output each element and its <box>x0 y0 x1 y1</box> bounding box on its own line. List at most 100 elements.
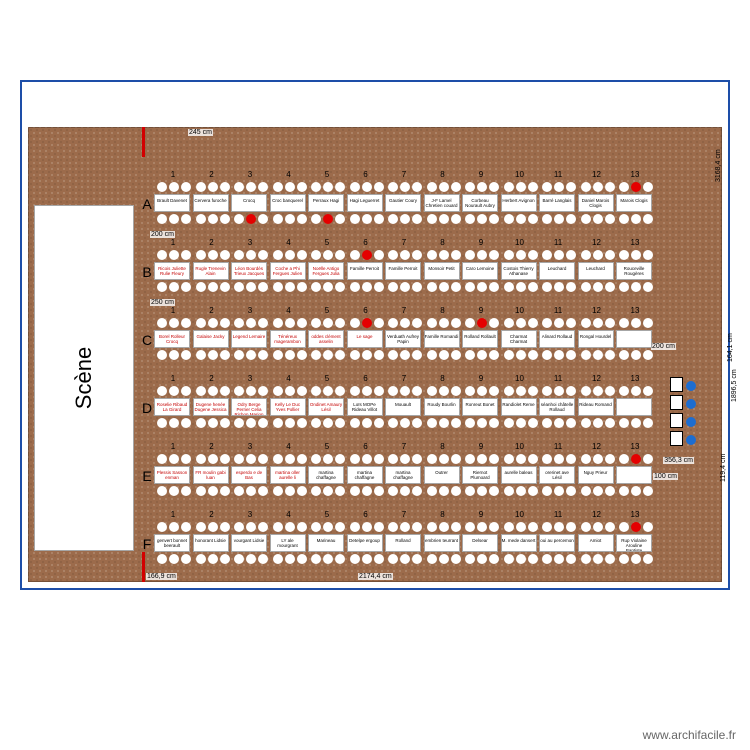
chair <box>374 318 384 328</box>
table-cell: martina chaffagne <box>385 466 421 484</box>
chair <box>311 486 321 496</box>
chair <box>362 522 372 532</box>
table-cell: oddes clément asselin <box>308 330 344 348</box>
col-numbers: 12345678910111213 <box>154 374 654 386</box>
table-cell: Rideau Romand <box>578 398 614 416</box>
chair <box>388 386 398 396</box>
chair <box>181 522 191 532</box>
dim-v164: 164,1 cm <box>727 333 734 362</box>
table-cell: Perraux Hagi <box>308 194 344 212</box>
chair <box>504 214 514 224</box>
chair <box>643 554 653 564</box>
chair <box>605 282 615 292</box>
table-cell: Barré Langlais <box>539 194 575 212</box>
chair <box>619 318 629 328</box>
chair <box>335 350 345 360</box>
chair-strip-bottom <box>154 486 654 496</box>
chair <box>504 318 514 328</box>
chair <box>246 486 256 496</box>
chair <box>581 214 591 224</box>
chair <box>258 418 268 428</box>
chair <box>323 182 333 192</box>
chair <box>631 250 641 260</box>
chair <box>181 486 191 496</box>
chair <box>157 386 167 396</box>
chair <box>581 454 591 464</box>
chair <box>619 486 629 496</box>
chair <box>323 318 333 328</box>
chair <box>554 282 564 292</box>
col-num: 10 <box>501 442 539 451</box>
row-F: F12345678910111213genvert bonnet beeraul… <box>154 522 654 564</box>
table-cell: Roselie Ribaud La Girard <box>154 398 190 416</box>
chair <box>516 554 526 564</box>
row-letter: F <box>140 536 154 552</box>
row-letter: B <box>140 264 154 280</box>
chair <box>208 350 218 360</box>
chair <box>554 182 564 192</box>
chair <box>273 214 283 224</box>
chair-strip-bottom <box>154 418 654 428</box>
chair <box>619 386 629 396</box>
chair <box>400 250 410 260</box>
col-num: 2 <box>193 170 231 179</box>
chair <box>504 486 514 496</box>
side-block <box>670 413 683 428</box>
chair <box>258 318 268 328</box>
chair <box>323 486 333 496</box>
table-cell: Marineau <box>308 534 344 552</box>
col-num: 2 <box>193 238 231 247</box>
chair <box>258 386 268 396</box>
chair <box>477 282 487 292</box>
chair <box>619 522 629 532</box>
chair <box>528 282 538 292</box>
chair <box>335 214 345 224</box>
chair <box>388 250 398 260</box>
chair <box>516 418 526 428</box>
chair <box>169 282 179 292</box>
chair <box>311 318 321 328</box>
chair <box>181 454 191 464</box>
chair <box>374 554 384 564</box>
chair <box>388 182 398 192</box>
chair <box>285 486 295 496</box>
chair <box>388 522 398 532</box>
table-cell: Noëlle Antigo Fergues Julia <box>308 262 344 280</box>
row-D: D12345678910111213Roselie Ribaud La Gira… <box>154 386 654 428</box>
chair <box>169 250 179 260</box>
chair <box>566 454 576 464</box>
chair <box>350 214 360 224</box>
chair <box>323 554 333 564</box>
chair <box>208 386 218 396</box>
chair <box>605 454 615 464</box>
col-num: 1 <box>154 306 192 315</box>
chair <box>554 454 564 464</box>
chair <box>362 350 372 360</box>
chair <box>427 350 437 360</box>
chair <box>439 454 449 464</box>
chair <box>273 386 283 396</box>
col-num: 12 <box>578 442 616 451</box>
chair <box>554 350 564 360</box>
chair <box>542 318 552 328</box>
side-block <box>670 431 683 446</box>
col-num: 3 <box>231 306 269 315</box>
chair <box>297 522 307 532</box>
chair-strip-top <box>154 182 654 192</box>
col-num: 4 <box>270 238 308 247</box>
chair <box>581 250 591 260</box>
chair <box>451 454 461 464</box>
chair <box>528 554 538 564</box>
chair <box>412 250 422 260</box>
chair <box>246 554 256 564</box>
chair <box>208 318 218 328</box>
chair <box>208 182 218 192</box>
table-cell: oui au percemon <box>539 534 575 552</box>
col-num: 8 <box>424 170 462 179</box>
chair <box>451 554 461 564</box>
chair <box>400 214 410 224</box>
chair-highlight <box>246 214 256 224</box>
table-cell: martina oller aurelle li <box>270 466 306 484</box>
chair <box>362 554 372 564</box>
table-cell: Roudy Bourlin <box>424 398 460 416</box>
